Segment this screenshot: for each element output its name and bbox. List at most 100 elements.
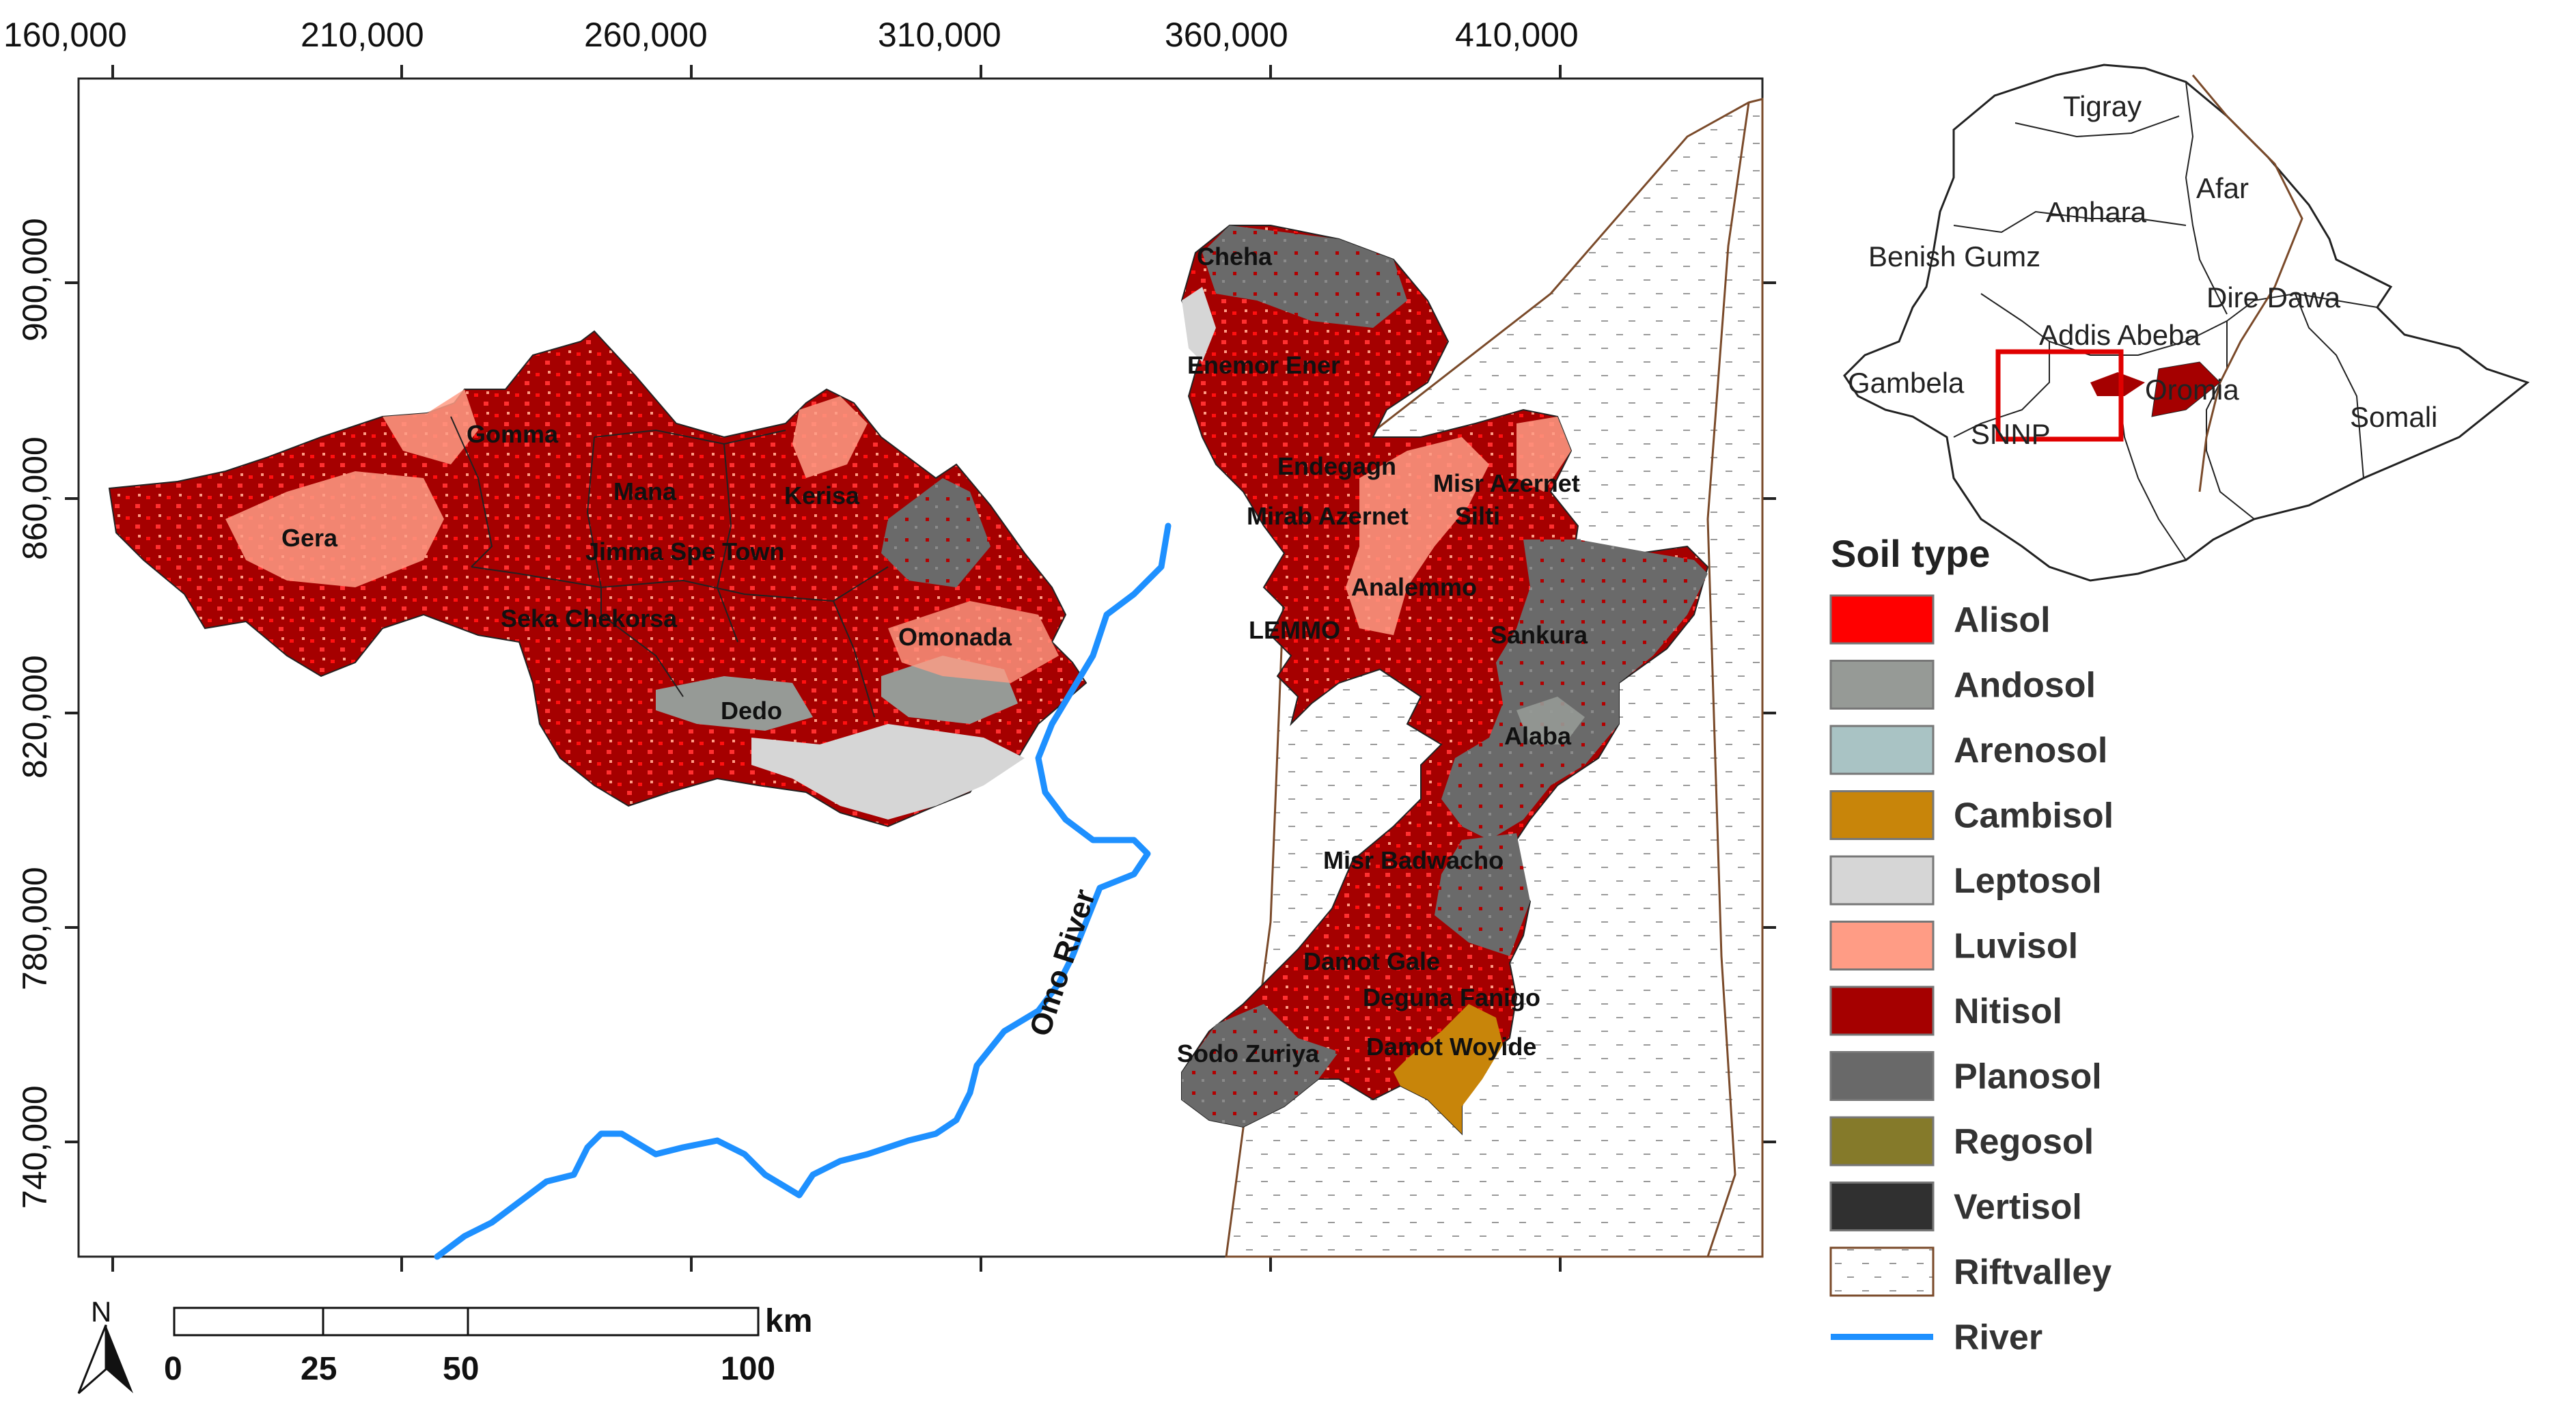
place-label: Mana — [613, 477, 677, 505]
legend-item: Vertisol — [1829, 1182, 2082, 1231]
legend-label: Nitisol — [1954, 992, 2062, 1031]
y-ticks — [65, 281, 1776, 1143]
x-tick-label: 260,000 — [584, 16, 708, 54]
legend-item: Arenosol — [1829, 725, 2107, 775]
x-tick-label: 360,000 — [1165, 16, 1288, 54]
inset-study-area-box — [1995, 349, 2124, 442]
legend-title: Soil type — [1831, 532, 1990, 575]
place-label: Endegagn — [1277, 452, 1396, 480]
region-label: Afar — [2196, 172, 2249, 204]
place-label: LEMMO — [1249, 616, 1340, 644]
region-label: Gambela — [1848, 367, 1965, 399]
y-tick-label: 900,000 — [16, 218, 54, 341]
y-tick-label: 740,000 — [16, 1085, 54, 1209]
planosol-patch — [1202, 225, 1407, 328]
x-tick-label: 210,000 — [301, 16, 424, 54]
luvisol-patch — [1346, 437, 1489, 635]
leptosol-patch — [751, 724, 1025, 820]
legend-item: Alisol — [1829, 594, 2051, 645]
place-label: Jimma Spe Town — [585, 537, 784, 565]
y-tick-label: 820,000 — [16, 655, 54, 779]
omo-river — [434, 522, 1172, 1260]
planosol-patch — [1182, 1004, 1339, 1127]
place-label: Gera — [281, 524, 338, 552]
legend-swatch — [1829, 1116, 1935, 1166]
region-label: Dire Dawa — [2206, 281, 2341, 313]
legend-swatch — [1829, 725, 1935, 775]
legend-label: Arenosol — [1954, 731, 2107, 770]
legend-swatch — [1829, 855, 1935, 906]
place-label: Dedo — [721, 697, 782, 725]
andosol-patch — [1516, 697, 1585, 744]
luvisol-patch — [888, 601, 1059, 683]
inset-map: Tigray Afar Amhara Benish Gumz Dire Dawa… — [1843, 64, 2530, 582]
place-label: Silti — [1455, 502, 1500, 530]
legend-label: Alisol — [1954, 600, 2051, 640]
legend-label: River — [1954, 1318, 2042, 1358]
place-label: Damot Gale — [1303, 947, 1440, 975]
region-label: Somali — [2350, 401, 2437, 433]
scale-label: 100 — [721, 1351, 775, 1387]
scale-unit: km — [765, 1303, 812, 1339]
legend-label: Regosol — [1954, 1122, 2094, 1162]
luvisol-patch — [792, 396, 868, 478]
legend-item: River — [1831, 1318, 2042, 1358]
legend-label: Cambisol — [1954, 796, 2114, 836]
region-label: Amhara — [2046, 196, 2147, 228]
place-label: Deguna Fanigo — [1363, 983, 1540, 1011]
place-label: Gomma — [467, 420, 559, 448]
place-label: Misr Badwacho — [1323, 846, 1504, 874]
leptosol-patch — [1182, 287, 1216, 362]
place-label: Enemor Ener — [1187, 351, 1340, 379]
place-label: Analemmo — [1351, 573, 1477, 601]
planosol-patch — [881, 478, 991, 587]
y-tick-label: 860,000 — [16, 436, 54, 560]
region-label: Oromia — [2145, 374, 2239, 406]
rift-valley-boundary — [1706, 102, 1750, 1257]
place-label: Misr Azernet — [1433, 469, 1580, 497]
legend-swatch — [1829, 594, 1935, 645]
legend-item: Regosol — [1829, 1116, 2094, 1166]
region-label: Benish Gumz — [1868, 240, 2040, 273]
legend-swatch — [1829, 1182, 1935, 1231]
region-label: Tigray — [2063, 90, 2142, 122]
legend: Soil type — [1831, 532, 1990, 575]
legend-item: Riftvalley — [1829, 1246, 2111, 1297]
place-label: Mirab Azernet — [1247, 502, 1409, 530]
legend-swatch — [1829, 1051, 1935, 1101]
legend-item: Luvisol — [1829, 921, 2078, 970]
legend-items: Alisol Andosol Arenosol Cambisol Leptosol Luv… — [1829, 594, 2114, 1358]
luvisol-patch — [1516, 417, 1571, 492]
inset-rift — [2191, 74, 2303, 492]
place-label: Sodo Zuriya — [1177, 1039, 1320, 1067]
legend-item: Planosol — [1829, 1051, 2102, 1101]
region-label: Addis Abeba — [2039, 319, 2201, 351]
luvisol-patch — [383, 389, 478, 464]
place-label: Cheha — [1197, 242, 1273, 270]
legend-label: Vertisol — [1954, 1188, 2082, 1227]
cambisol-patch — [1394, 1004, 1503, 1134]
place-label: Damot Woyide — [1366, 1033, 1536, 1061]
legend-item: Cambisol — [1829, 790, 2114, 840]
scale-label: 50 — [443, 1351, 479, 1387]
legend-swatch — [1829, 921, 1935, 970]
legend-item: Andosol — [1829, 660, 2096, 710]
place-label: Alaba — [1504, 722, 1572, 750]
legend-swatch — [1829, 986, 1935, 1036]
planosol-patch — [1441, 540, 1708, 840]
x-ticks — [111, 65, 1562, 1272]
legend-label: Leptosol — [1954, 861, 2102, 901]
andosol-patch — [656, 676, 813, 731]
legend-label: Andosol — [1954, 666, 2096, 706]
legend-label: Planosol — [1954, 1057, 2102, 1097]
legend-label: Luvisol — [1954, 927, 2078, 966]
x-tick-label: 410,000 — [1455, 16, 1579, 54]
legend-swatch — [1829, 1246, 1935, 1297]
place-label: Seka Chekorsa — [501, 604, 678, 632]
legend-swatch — [1829, 790, 1935, 840]
legend-swatch — [1829, 660, 1935, 710]
luvisol-patch — [225, 471, 444, 587]
place-label: Omonada — [898, 623, 1012, 651]
legend-item: Nitisol — [1829, 986, 2062, 1036]
